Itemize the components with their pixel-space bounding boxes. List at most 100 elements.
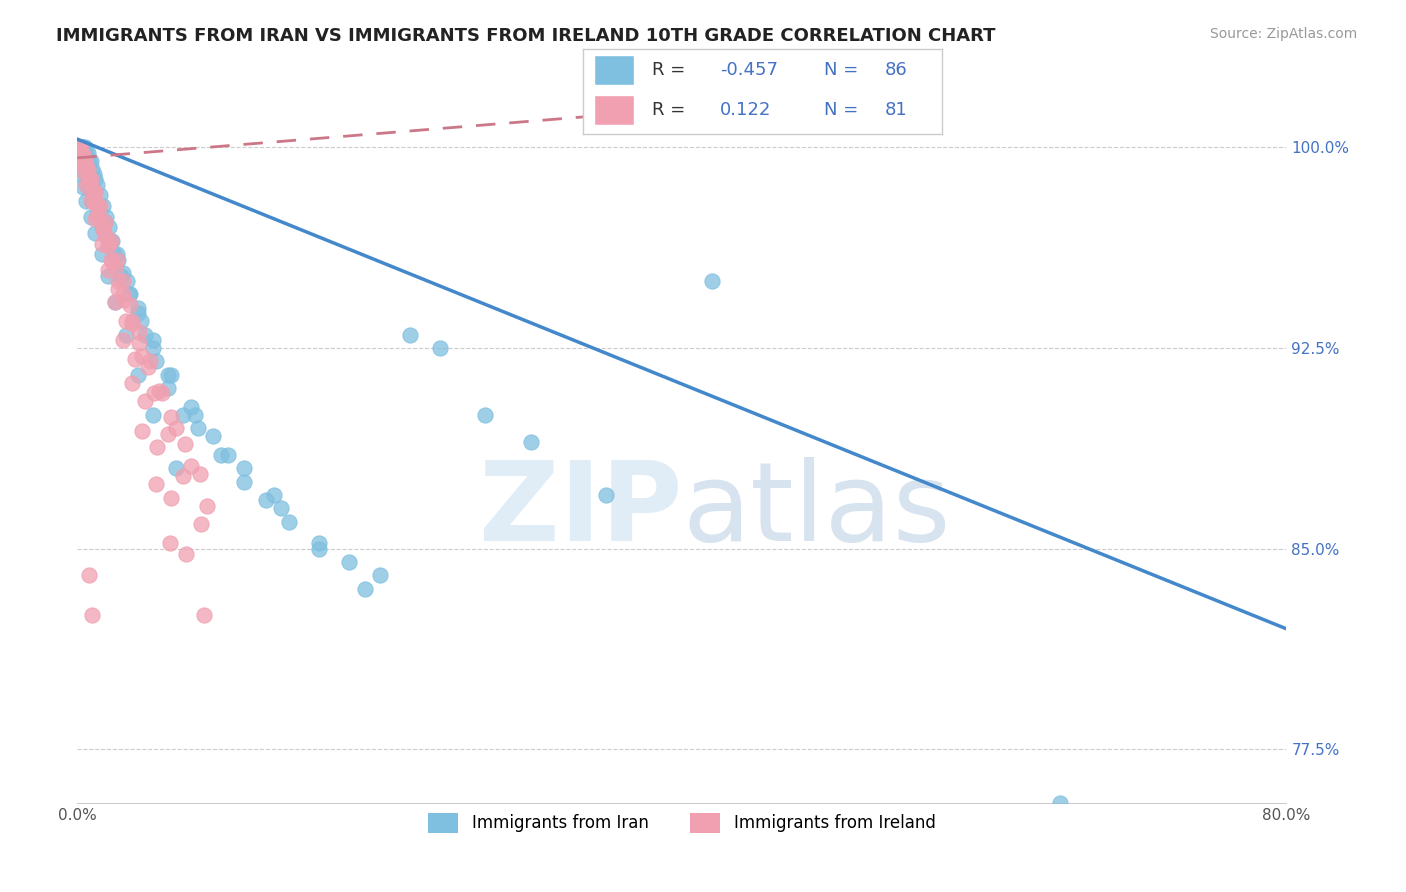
Point [188,467,211,481]
Point [79,169,101,184]
Point [111,266,134,280]
Point [104,295,127,310]
Point [105,252,128,267]
Point [103,247,125,261]
Point [82,161,104,176]
Point [70,145,93,160]
Point [120,287,142,301]
Point [75,194,97,208]
Point [105,247,128,261]
Point [75,164,97,178]
Point [128,325,150,339]
Bar [595,95,634,126]
Point [114,314,136,328]
Point [100,234,122,248]
Point [86,178,108,192]
Point [399,327,422,342]
Point [165,461,187,475]
Text: R =: R = [651,101,685,119]
Point [160,410,183,425]
Point [79,175,101,189]
Point [75,145,97,160]
Point [96,263,118,277]
Point [87,210,110,224]
Point [75,178,97,192]
Point [96,234,118,248]
Text: IMMIGRANTS FROM IRAN VS IMMIGRANTS FROM IRELAND 10TH GRADE CORRELATION CHART: IMMIGRANTS FROM IRAN VS IMMIGRANTS FROM … [56,27,995,45]
Point [121,317,143,331]
Point [82,194,104,208]
Text: 86: 86 [884,62,907,79]
Point [107,282,129,296]
Point [702,274,724,288]
Point [339,555,360,569]
Point [254,493,277,508]
Point [148,384,170,398]
Point [143,386,166,401]
Point [111,274,134,288]
Point [90,220,112,235]
Text: R =: R = [651,62,685,79]
Point [195,499,218,513]
Point [86,207,108,221]
Point [94,210,117,224]
Point [278,515,301,529]
Point [308,541,330,556]
Point [70,145,93,160]
Point [87,199,110,213]
Point [83,186,105,200]
Point [172,469,194,483]
Point [77,180,100,194]
Point [73,140,96,154]
Point [1049,796,1071,810]
Text: N =: N = [824,62,858,79]
Point [83,167,105,181]
Point [101,255,124,269]
Point [72,151,94,165]
Point [80,172,103,186]
Point [174,547,197,561]
Point [82,608,104,623]
Point [184,408,207,422]
Point [70,153,93,168]
Point [520,434,543,449]
Point [69,140,91,154]
Point [79,153,101,168]
Point [129,314,152,328]
Point [73,153,96,168]
Point [101,234,124,248]
Point [121,376,143,390]
Point [98,220,121,235]
Point [91,218,114,232]
Point [120,298,142,312]
Point [142,333,165,347]
Point [80,210,103,224]
Point [79,172,101,186]
Point [172,408,194,422]
Point [112,293,135,307]
Point [79,568,101,582]
Point [89,188,111,202]
Point [83,188,105,202]
Point [159,536,181,550]
Point [77,161,100,176]
Point [118,287,141,301]
Point [72,151,94,165]
Point [160,491,183,505]
Point [124,351,146,366]
Point [368,568,391,582]
Point [79,172,101,186]
Point [134,327,156,342]
Point [131,424,153,438]
Point [115,274,138,288]
Text: -0.457: -0.457 [720,62,778,79]
Point [134,394,156,409]
Point [128,335,150,350]
Point [157,381,180,395]
Point [90,236,112,251]
Point [84,186,107,200]
Point [232,475,254,489]
Point [96,268,118,283]
Point [73,156,96,170]
Text: Source: ZipAtlas.com: Source: ZipAtlas.com [1209,27,1357,41]
